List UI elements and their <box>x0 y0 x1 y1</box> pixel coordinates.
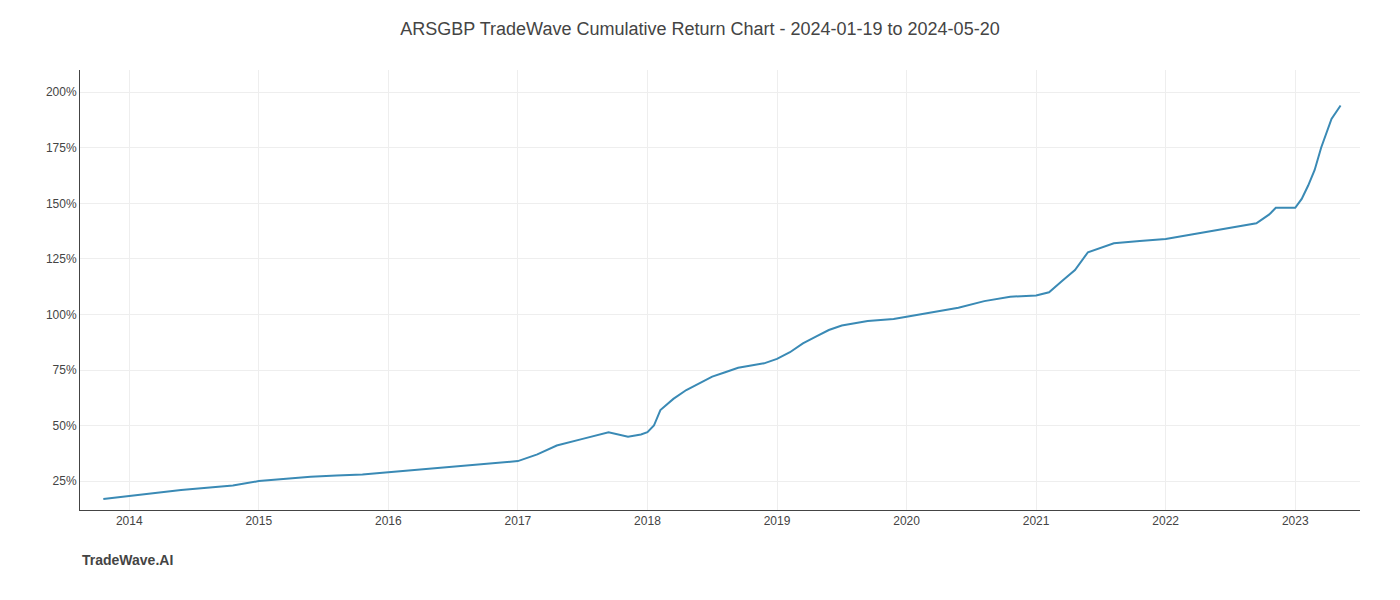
svg-text:200%: 200% <box>46 85 77 99</box>
svg-text:2017: 2017 <box>505 514 532 528</box>
svg-text:2020: 2020 <box>893 514 920 528</box>
svg-text:175%: 175% <box>46 141 77 155</box>
svg-text:25%: 25% <box>53 474 77 488</box>
svg-text:TradeWave.AI: TradeWave.AI <box>82 552 173 568</box>
svg-text:150%: 150% <box>46 197 77 211</box>
svg-text:50%: 50% <box>53 419 77 433</box>
svg-text:2019: 2019 <box>764 514 791 528</box>
svg-text:ARSGBP TradeWave Cumulative Re: ARSGBP TradeWave Cumulative Return Chart… <box>400 19 999 39</box>
svg-text:2021: 2021 <box>1023 514 1050 528</box>
svg-text:2014: 2014 <box>116 514 143 528</box>
svg-text:100%: 100% <box>46 308 77 322</box>
svg-text:2023: 2023 <box>1282 514 1309 528</box>
svg-text:2016: 2016 <box>375 514 402 528</box>
svg-text:2022: 2022 <box>1152 514 1179 528</box>
svg-text:75%: 75% <box>53 363 77 377</box>
svg-text:2018: 2018 <box>634 514 661 528</box>
svg-text:2015: 2015 <box>245 514 272 528</box>
svg-text:125%: 125% <box>46 252 77 266</box>
